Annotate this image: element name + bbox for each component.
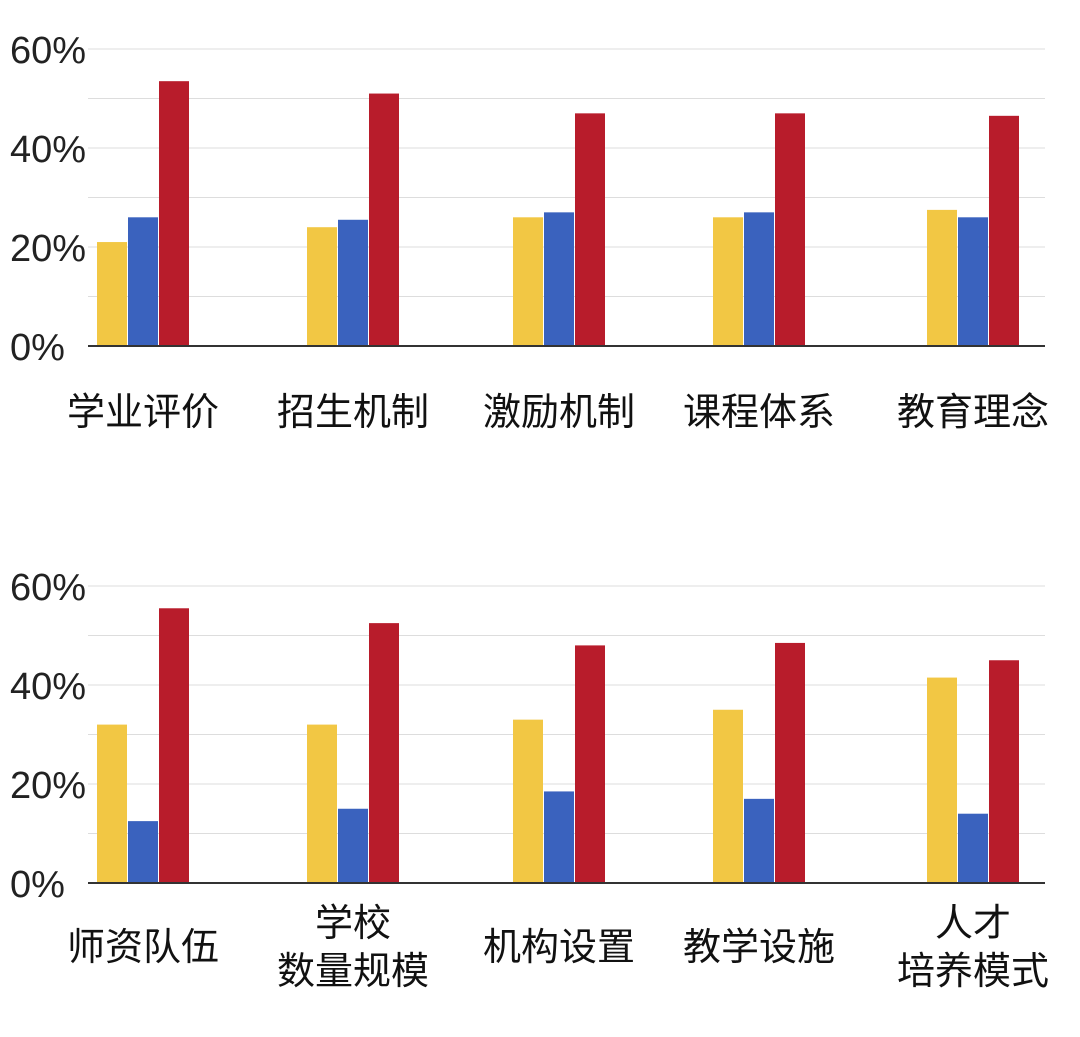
bar: [958, 217, 988, 346]
bar: [97, 242, 127, 346]
bar: [713, 709, 743, 883]
category-label: 培养模式: [897, 949, 1049, 993]
y-tick-label: 60%: [10, 30, 86, 72]
bar: [307, 227, 337, 346]
y-tick-label: 20%: [10, 228, 86, 270]
category-label: 教育理念: [897, 390, 1049, 434]
bar: [159, 608, 189, 883]
bar: [989, 660, 1019, 883]
bar: [927, 209, 957, 346]
bar: [958, 813, 988, 883]
bar: [744, 798, 774, 883]
bar: [927, 677, 957, 883]
bar: [575, 113, 605, 346]
bar: [128, 217, 158, 346]
bar: [513, 719, 543, 883]
category-label: 机构设置: [483, 925, 635, 969]
bar: [338, 808, 368, 883]
bar: [775, 113, 805, 346]
y-tick-label: 40%: [10, 666, 86, 708]
y-tick-label: 0%: [10, 327, 65, 369]
category-label: 师资队伍: [67, 925, 219, 969]
category-label: 数量规模: [277, 949, 429, 993]
y-tick-label: 40%: [10, 129, 86, 171]
bar: [338, 219, 368, 346]
category-label: 教学设施: [683, 925, 835, 969]
bar: [128, 821, 158, 883]
category-label: 激励机制: [483, 390, 635, 434]
bar: [97, 724, 127, 883]
bar: [307, 724, 337, 883]
category-label: 招生机制: [277, 390, 429, 434]
bar: [513, 217, 543, 346]
bar: [544, 791, 574, 883]
bar: [744, 212, 774, 346]
category-label: 学业评价: [67, 390, 219, 434]
bar: [575, 645, 605, 883]
y-tick-label: 60%: [10, 567, 86, 609]
y-tick-label: 0%: [10, 864, 65, 906]
bar: [544, 212, 574, 346]
bar: [159, 81, 189, 347]
bar: [713, 217, 743, 346]
bar: [989, 115, 1019, 346]
bar: [775, 642, 805, 883]
category-label: 课程体系: [683, 390, 835, 434]
category-label: 人才: [935, 901, 1011, 945]
bar: [369, 623, 399, 883]
y-tick-label: 20%: [10, 765, 86, 807]
category-label: 学校: [315, 901, 391, 945]
chart-top: 0% 20% 40% 60% 学业评价 招生机制 激励机制 课程体系 教育理念: [10, 30, 1049, 434]
bar: [369, 93, 399, 346]
